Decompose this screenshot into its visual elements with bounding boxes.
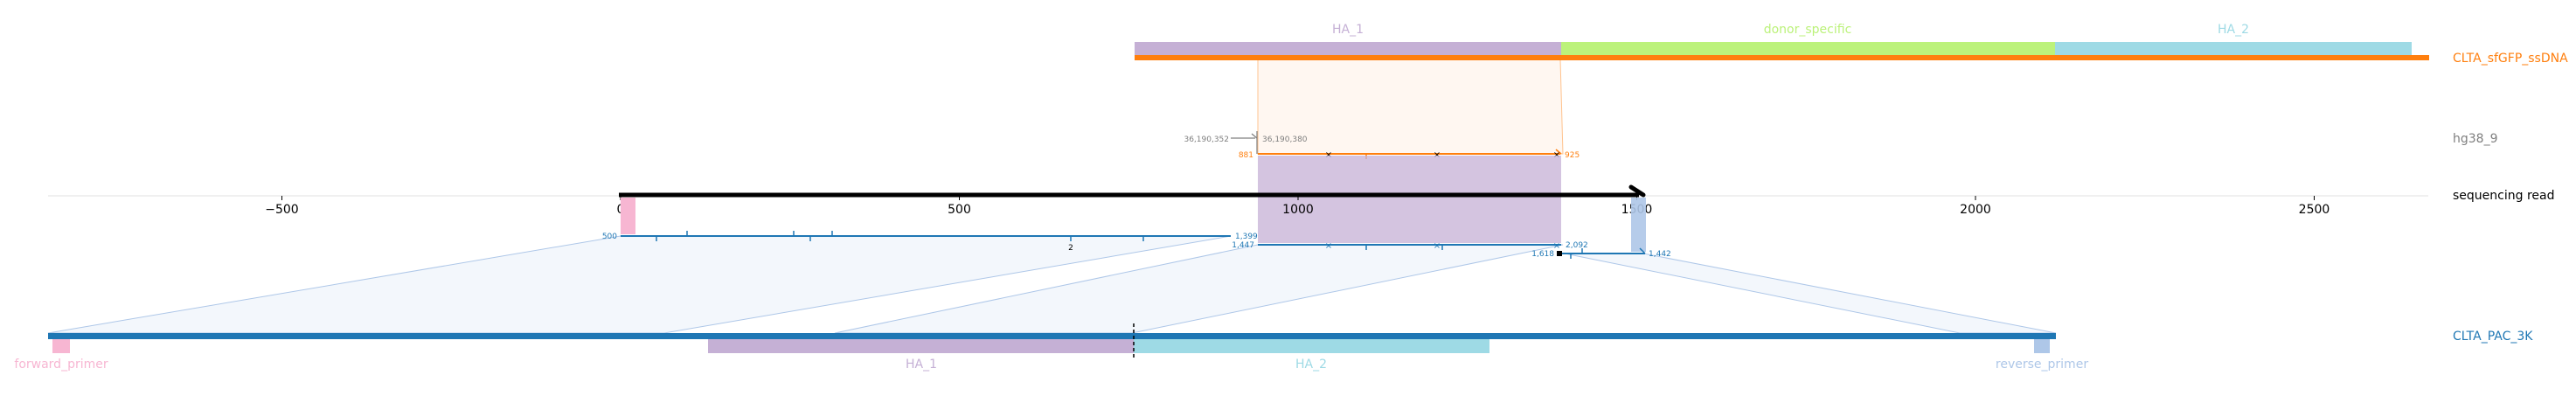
axis-tick-label: 500 — [948, 203, 971, 217]
axis-tick-label: 1000 — [1282, 203, 1314, 217]
genome-right-arrowhead — [1555, 149, 1562, 155]
axis-tick-label: −500 — [265, 203, 298, 217]
genome-left-num: 881 — [1239, 151, 1253, 160]
axis-tick-label: 2500 — [2299, 203, 2330, 217]
alignment-arrowhead — [1639, 247, 1646, 254]
donor-projection-wedge — [1257, 59, 1564, 155]
alignment-start-label: 1,447 — [1232, 241, 1254, 250]
alignment-end-label: 2,092 — [1566, 241, 1588, 250]
target-ha2-bar — [1134, 339, 1489, 353]
read-forward-primer-overlay — [621, 198, 635, 234]
target-forward-primer-label: forward_primer — [14, 358, 108, 372]
mismatch-mark: × — [1434, 150, 1441, 160]
donor-track: HA_1 donor_specific HA_2 CLTA_sfGFP_ssDN… — [1135, 23, 2568, 66]
mismatch-mark: × — [1553, 150, 1560, 160]
donor-specific-label: donor_specific — [1764, 23, 1852, 37]
mismatch-mark: × — [1553, 241, 1560, 251]
read-ha1-overlay — [1258, 156, 1561, 243]
read-arrowhead — [1628, 184, 1646, 198]
target-track: forward_primer HA_1 HA_2 reverse_primer … — [14, 323, 2533, 372]
alignment-start-label: 500 — [602, 233, 617, 241]
alignment-end-label: 1,399 — [1235, 233, 1258, 241]
alignment-start-block — [1557, 251, 1562, 256]
target-ha1-label: HA_1 — [906, 358, 937, 372]
genome-coord-left: 36,190,352 — [1184, 135, 1229, 144]
alignment-segment-1: 500 1,399 2 — [602, 231, 1258, 253]
target-reverse-primer-label: reverse_primer — [1996, 358, 2088, 372]
genome-right-num: 925 — [1565, 151, 1580, 160]
genome-name-label: hg38_9 — [2453, 132, 2497, 146]
alignment-mismatch-marks: × × × — [1325, 241, 1560, 251]
mismatch-mark: × — [1325, 241, 1332, 251]
donor-ha1-bar — [1135, 42, 1561, 56]
genome-left-arrowhead — [1251, 133, 1258, 139]
target-reverse-primer-bar — [2034, 339, 2050, 353]
target-ha1-bar — [708, 339, 1134, 353]
donor-ha2-bar — [2055, 42, 2412, 56]
target-backbone-line — [48, 333, 2056, 339]
alignment-segment-3: 1,618 1,442 — [1531, 247, 1671, 259]
donor-ha1-label: HA_1 — [1332, 23, 1364, 37]
donor-backbone-line — [1135, 55, 2429, 60]
mismatch-mark: × — [1434, 241, 1441, 251]
donor-name-label: CLTA_sfGFP_ssDNA — [2453, 52, 2568, 66]
target-name-label: CLTA_PAC_3K — [2453, 330, 2533, 344]
genome-coord-right: 36,190,380 — [1262, 135, 1308, 144]
read-reverse-primer-overlay — [1631, 198, 1646, 252]
projection-wedge-3 — [1564, 253, 2057, 334]
target-ha2-label: HA_2 — [1295, 358, 1327, 372]
genome-mismatch-marks: × × × — [1325, 150, 1560, 160]
target-forward-primer-bar — [52, 339, 70, 353]
alignment-segment-2: 1,447 2,092 × × × — [1232, 241, 1588, 251]
mismatch-mark: × — [1325, 150, 1332, 160]
donor-specific-bar — [1561, 42, 2055, 56]
alignment-end-label: 1,442 — [1649, 250, 1671, 259]
donor-ha2-label: HA_2 — [2218, 23, 2249, 37]
read-name-label: sequencing read — [2453, 189, 2554, 203]
axis-tick-label: 2000 — [1960, 203, 1991, 217]
alignment-mid-label: 2 — [1068, 244, 1073, 253]
alignment-start-label: 1,618 — [1531, 250, 1554, 259]
